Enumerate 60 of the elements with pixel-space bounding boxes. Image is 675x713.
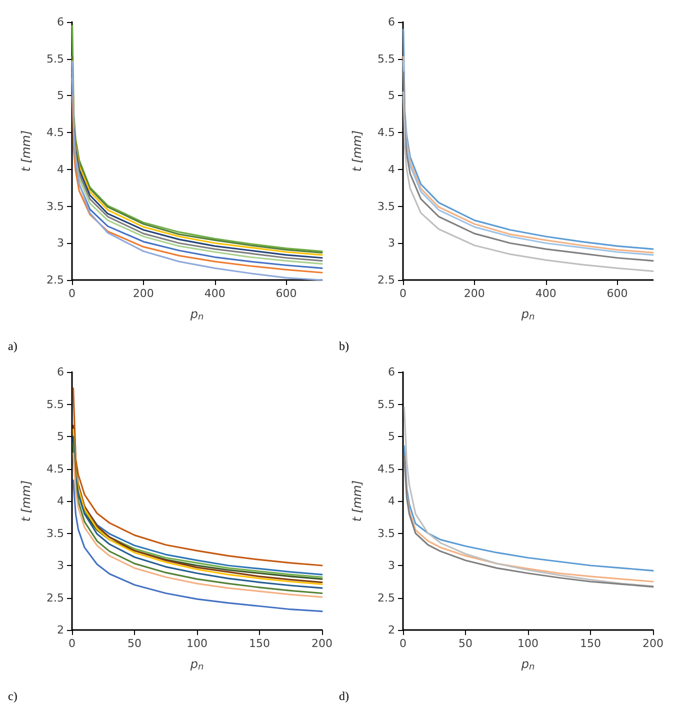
x-tick-label: 200 [642,637,664,650]
y-tick-label: 3 [388,236,395,250]
y-tick-label: 6 [388,16,395,28]
y-tick-label: 3.5 [46,200,64,213]
x-tick-label: 100 [186,637,208,650]
y-tick-label: 5.5 [46,398,64,411]
y-tick-label: 4 [57,494,64,508]
y-axis-title: t [mm] [19,130,33,172]
y-tick-label: 2.5 [378,591,395,604]
text: c) [8,689,18,703]
y-axis-title: t [mm] [19,480,33,522]
y-axis-title: t [mm] [350,130,364,172]
y-axis-title: t [mm] [350,480,364,522]
x-tick-label: 100 [518,637,538,650]
y-tick-label: 5.5 [378,52,395,66]
x-tick-label: 150 [249,637,270,650]
y-tick-label: 6 [57,16,64,28]
x-tick-label: 200 [132,287,154,300]
x-tick-label: 150 [580,637,601,650]
y-tick-label: 4.5 [378,126,395,140]
x-tick-label: 400 [535,287,556,300]
y-tick-label: 6 [57,366,64,378]
y-tick-label: 3 [57,559,64,572]
text: a) [8,339,18,353]
y-tick-label: 3.5 [378,526,395,540]
y-tick-label: 6 [388,366,395,378]
x-tick-label: 0 [400,637,406,650]
text: d) [339,689,349,703]
y-tick-label: 4.5 [46,462,64,476]
y-tick-label: 2 [57,624,64,636]
x-tick-label: 0 [68,287,76,300]
y-tick-label: 2.5 [46,274,64,286]
y-tick-label: 5.5 [46,52,64,66]
x-tick-label: 200 [312,637,332,650]
y-tick-label: 5 [57,430,64,443]
y-tick-label: 4 [388,162,395,176]
y-tick-label: 4.5 [46,126,64,140]
y-tick-label: 4 [57,162,64,176]
x-tick-label: 0 [400,287,406,300]
x-tick-label: 400 [204,287,226,300]
y-tick-label: 2 [388,624,395,636]
y-tick-label: 5 [57,89,64,102]
y-tick-label: 2.5 [46,591,64,604]
y-tick-label: 5 [388,89,395,102]
y-tick-label: 4.5 [378,462,395,476]
x-tick-label: 0 [68,637,76,650]
y-tick-label: 3 [388,559,395,572]
y-tick-label: 4 [388,494,395,508]
x-tick-label: 200 [464,287,485,300]
x-tick-label: 600 [606,287,628,300]
y-tick-label: 3 [57,236,64,250]
x-tick-label: 50 [458,637,472,650]
y-tick-label: 3.5 [46,526,64,540]
x-tick-label: 600 [276,287,297,300]
y-tick-label: 2.5 [378,274,395,286]
y-tick-label: 5 [388,430,395,443]
text: b) [339,339,349,353]
y-tick-label: 3.5 [378,200,395,213]
x-tick-label: 50 [128,637,142,650]
y-tick-label: 5.5 [378,398,395,411]
